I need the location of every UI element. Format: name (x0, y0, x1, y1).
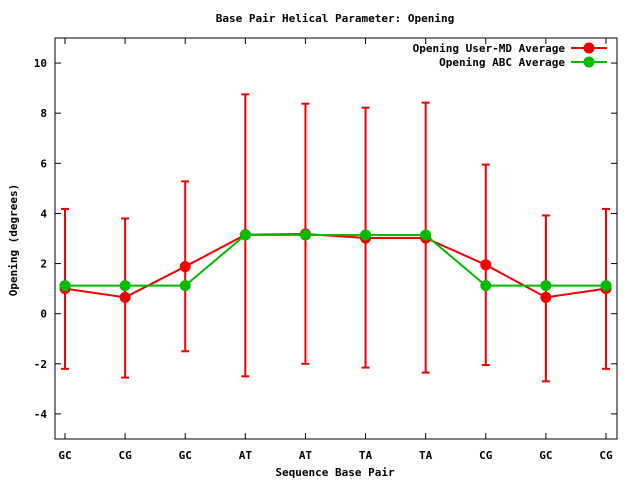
plot-frame (54, 37, 618, 440)
series-layer (59, 93, 612, 383)
series-line (64, 232, 607, 299)
legend-label: Opening ABC Average (439, 56, 565, 69)
y-tick-label: 6 (40, 157, 47, 170)
data-point (59, 280, 71, 292)
series-line (65, 233, 606, 287)
y-axis-ticks: -4 -2 0 2 4 6 8 10 (34, 57, 617, 421)
y-axis-label: Opening (degrees) (7, 184, 20, 297)
x-tick-label: AT (299, 449, 313, 462)
series-1 (59, 229, 612, 292)
legend-marker (583, 56, 595, 68)
data-point (119, 291, 131, 303)
x-tick-label: TA (359, 449, 373, 462)
data-point (420, 229, 432, 241)
x-tick-label: CG (118, 449, 132, 462)
legend-label: Opening User-MD Average (413, 42, 566, 55)
y-tick-label: 2 (40, 258, 47, 271)
x-tick-label: CG (479, 449, 493, 462)
data-point (179, 280, 191, 292)
legend-marker (583, 42, 595, 54)
y-tick-label: 8 (40, 107, 47, 120)
data-point (600, 280, 612, 292)
x-tick-label: GC (179, 449, 192, 462)
data-point (480, 259, 492, 271)
x-tick-label: TA (419, 449, 433, 462)
x-tick-label: CG (599, 449, 613, 462)
data-point (480, 280, 492, 292)
y-tick-label: -4 (34, 408, 48, 421)
data-point (540, 280, 552, 292)
data-point (119, 280, 131, 292)
y-tick-label: 10 (34, 57, 47, 70)
y-tick-label: 0 (40, 308, 47, 321)
x-tick-label: AT (239, 449, 253, 462)
x-axis-ticks: GC CG GC AT AT TA TA CG GC CG (58, 38, 613, 462)
x-axis-label: Sequence Base Pair (275, 466, 395, 479)
chart-title: Base Pair Helical Parameter: Opening (216, 12, 454, 25)
data-point (179, 261, 191, 273)
data-point (299, 229, 311, 241)
data-point (360, 229, 372, 241)
x-tick-label: GC (539, 449, 552, 462)
x-tick-label: GC (58, 449, 71, 462)
y-tick-label: -2 (34, 358, 47, 371)
data-point (540, 291, 552, 303)
series-0 (59, 93, 612, 383)
data-point (239, 229, 251, 241)
y-tick-label: 4 (40, 207, 47, 220)
